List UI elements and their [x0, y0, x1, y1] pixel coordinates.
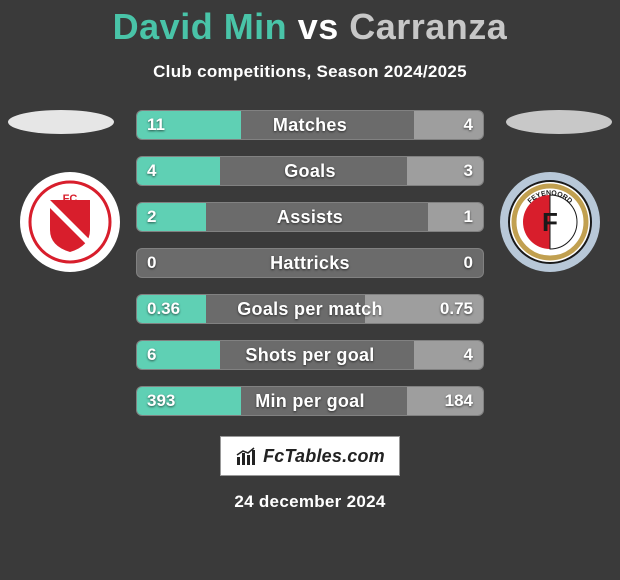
stat-label: Assists [137, 203, 483, 231]
stat-row: 114Matches [136, 110, 484, 140]
player2-head-ellipse [506, 110, 612, 134]
chart-icon [235, 445, 257, 467]
stat-row: 00Hattricks [136, 248, 484, 278]
stat-label: Goals [137, 157, 483, 185]
stat-label: Matches [137, 111, 483, 139]
player1-name: David Min [113, 6, 288, 47]
stat-label: Min per goal [137, 387, 483, 415]
comparison-content: FC F FEYENOORD 114Matches 43Goals 21Assist… [0, 110, 620, 430]
stat-label: Shots per goal [137, 341, 483, 369]
stat-label: Goals per match [137, 295, 483, 323]
feyenoord-badge-icon: F FEYENOORD [507, 179, 593, 265]
stat-row: 393184Min per goal [136, 386, 484, 416]
date-text: 24 december 2024 [0, 492, 620, 512]
svg-text:FC: FC [63, 193, 78, 205]
stat-row: 43Goals [136, 156, 484, 186]
stat-row: 64Shots per goal [136, 340, 484, 370]
svg-text:F: F [542, 207, 558, 237]
stat-label: Hattricks [137, 249, 483, 277]
vs-text: vs [298, 6, 339, 47]
player1-club-badge: FC [20, 172, 120, 272]
stat-bars: 114Matches 43Goals 21Assists 00Hattricks 0.3… [136, 110, 484, 432]
stat-row: 0.360.75Goals per match [136, 294, 484, 324]
brand-text: FcTables.com [263, 446, 385, 467]
utrecht-badge-icon: FC [28, 180, 112, 264]
subtitle: Club competitions, Season 2024/2025 [0, 62, 620, 82]
stat-row: 21Assists [136, 202, 484, 232]
player1-head-ellipse [8, 110, 114, 134]
brand-footer[interactable]: FcTables.com [220, 436, 400, 476]
player2-name: Carranza [349, 6, 507, 47]
player2-club-badge: F FEYENOORD [500, 172, 600, 272]
comparison-title: David Min vs Carranza [0, 0, 620, 48]
